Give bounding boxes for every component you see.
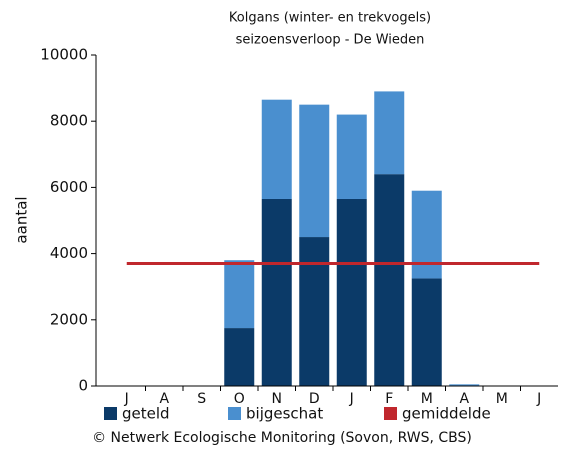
bar-segment: [449, 384, 480, 386]
bar-segment: [224, 260, 255, 329]
y-axis-label: aantal: [13, 196, 31, 243]
x-tick-label: A: [159, 391, 169, 407]
x-tick-label: D: [309, 391, 320, 407]
bar-segment: [374, 91, 405, 175]
x-tick-label: J: [536, 391, 541, 407]
chart-subtitle: seizoensverloop - De Wieden: [236, 33, 425, 48]
x-tick-label: J: [124, 391, 129, 407]
bar-segment: [224, 328, 255, 386]
legend-label: bijgeschat: [246, 405, 323, 423]
bar-segment: [261, 99, 292, 199]
x-tick-label: A: [459, 391, 469, 407]
bar-segment: [374, 174, 405, 386]
y-tick-label: 8000: [50, 112, 88, 130]
y-tick-label: 10000: [40, 46, 88, 64]
bar-segment: [411, 190, 442, 279]
y-tick-label: 2000: [50, 310, 88, 328]
x-tick-label: N: [272, 391, 282, 407]
y-tick-label: 4000: [50, 244, 88, 262]
x-tick-label: M: [421, 391, 433, 407]
x-tick-label: M: [496, 391, 508, 407]
legend-swatch: [104, 407, 117, 420]
chart-title: Kolgans (winter- en trekvogels): [229, 11, 431, 26]
x-tick-label: S: [197, 391, 206, 407]
x-tick-label: O: [234, 391, 245, 407]
legend-label: geteld: [122, 405, 170, 423]
y-tick-label: 6000: [50, 178, 88, 196]
bar-segment: [336, 114, 367, 199]
legend-label: gemiddelde: [402, 405, 491, 423]
legend-swatch: [228, 407, 241, 420]
bar-segment: [299, 237, 330, 386]
bar-segment: [261, 198, 292, 386]
footer: © Netwerk Ecologische Monitoring (Sovon,…: [92, 430, 472, 446]
y-tick-label: 0: [78, 377, 88, 395]
bar-segment: [411, 278, 442, 386]
bar-segment: [336, 198, 367, 386]
x-tick-label: J: [349, 391, 354, 407]
bar-segment: [299, 104, 330, 238]
legend-swatch: [384, 407, 397, 420]
x-tick-label: F: [385, 391, 393, 407]
